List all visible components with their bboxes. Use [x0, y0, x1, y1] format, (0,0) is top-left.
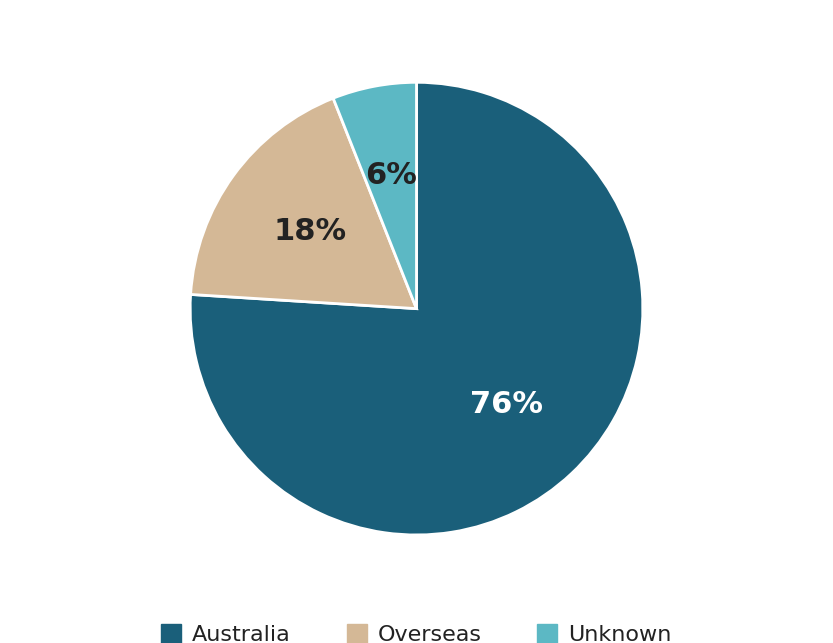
Text: 6%: 6%	[365, 161, 417, 190]
Legend: Australia, Overseas, Unknown: Australia, Overseas, Unknown	[152, 615, 681, 643]
Text: 18%: 18%	[274, 217, 347, 246]
Wedge shape	[191, 98, 416, 309]
Text: 76%: 76%	[470, 390, 543, 419]
Wedge shape	[333, 82, 416, 309]
Wedge shape	[190, 82, 643, 535]
